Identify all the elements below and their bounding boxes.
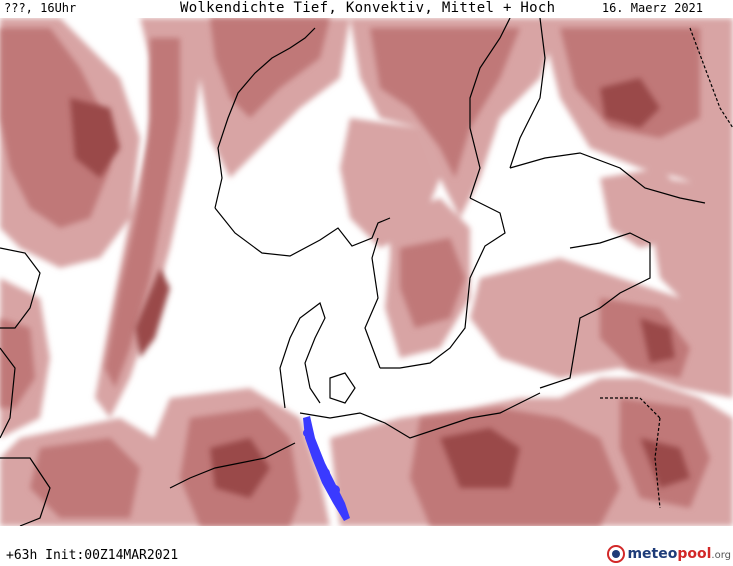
cloud-density-map [0, 18, 733, 526]
coastlines [0, 18, 733, 526]
run-info-label: +63h Init:00Z14MAR2021 [6, 548, 179, 563]
convective-band [303, 416, 350, 521]
valid-time-label: ???, 16Uhr [4, 1, 77, 15]
map-title: Wolkendichte Tief, Konvektiv, Mittel + H… [180, 0, 556, 16]
cloud-layer-dense [70, 78, 690, 498]
logo-mark-icon [607, 545, 626, 563]
map-header: ???, 16Uhr Wolkendichte Tief, Konvektiv,… [0, 0, 733, 18]
meteopool-logo: meteo pool .org [607, 545, 731, 563]
map-footer: +63h Init:00Z14MAR2021 meteo pool .org [0, 526, 733, 566]
forecast-date: 16. Maerz 2021 [601, 1, 703, 15]
